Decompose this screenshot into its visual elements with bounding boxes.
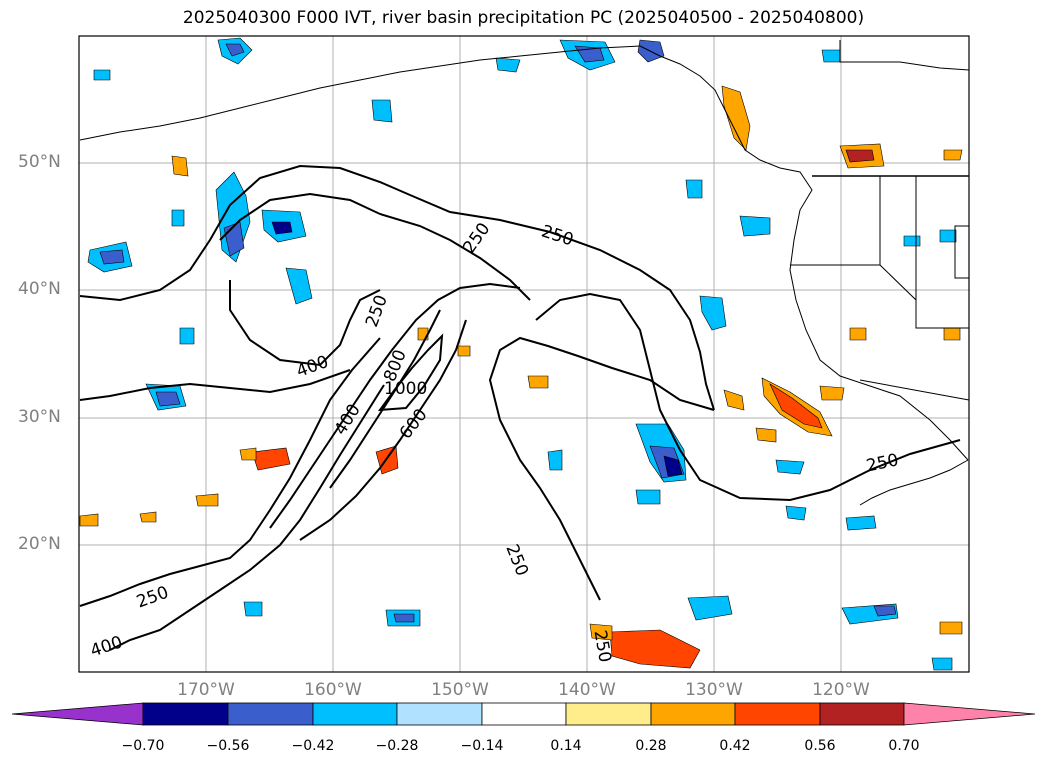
coastlines <box>79 40 970 506</box>
precip-blob <box>769 383 823 429</box>
precip-blob <box>171 155 189 177</box>
precip-blob <box>755 427 777 443</box>
precip-blob <box>155 391 181 407</box>
colorbar-bin <box>481 702 567 726</box>
precip-blob <box>775 459 805 475</box>
lon-label: 130°W <box>685 680 743 700</box>
ivt-contour-400 <box>229 280 381 367</box>
colorbar-bin <box>227 702 314 726</box>
precip-blob <box>251 447 291 471</box>
colorbar-tick-label: −0.28 <box>375 738 419 754</box>
precip-blob <box>635 489 661 505</box>
precip-blob <box>79 513 99 527</box>
lon-label: 140°W <box>558 680 616 700</box>
ivt-contour-600 <box>299 319 467 541</box>
lat-label: 30°N <box>18 407 61 427</box>
precip-blob <box>821 49 841 63</box>
ivt-contour-1000 <box>377 333 444 412</box>
precip-blob <box>943 149 963 161</box>
colorbar-bin <box>312 702 398 726</box>
precip-blob <box>225 43 245 57</box>
lat-label: 40°N <box>18 279 61 299</box>
precip-blob <box>243 601 263 617</box>
precip-blob <box>457 345 471 357</box>
colorbar-extend-left <box>11 702 144 726</box>
ivt-contour-400 <box>219 192 531 301</box>
colorbar-tick-label: −0.42 <box>291 738 335 754</box>
precip-blob <box>589 623 613 641</box>
ivt-contour-600 <box>269 282 521 529</box>
precip-blob <box>687 595 733 621</box>
precip-blob <box>271 221 293 235</box>
ivt-contour-250 <box>79 369 351 401</box>
precip-blob <box>179 327 195 345</box>
ivt-contour-400 <box>109 384 385 651</box>
colorbar <box>11 702 1036 726</box>
ivt-contour-250 <box>535 292 961 502</box>
colorbar-tick-label: 0.14 <box>550 738 582 754</box>
precip-blob <box>739 215 771 237</box>
precip-blob <box>721 85 751 151</box>
lon-label: 160°W <box>304 680 362 700</box>
map-frame <box>78 35 970 673</box>
precip-blob <box>723 389 745 411</box>
colorbar-tick-label: 0.70 <box>888 738 920 754</box>
precip-blob <box>495 57 521 73</box>
precip-blob <box>195 493 219 507</box>
ivt-contour-250 <box>79 164 715 411</box>
lon-label: 120°W <box>812 680 870 700</box>
precip-blob <box>93 69 111 81</box>
ivt-contours <box>79 164 961 651</box>
map-title: 2025040300 F000 IVT, river basin precipi… <box>182 8 865 28</box>
precip-blob <box>943 327 961 341</box>
lat-label: 50°N <box>18 152 61 172</box>
precip-blob <box>819 385 845 401</box>
colorbar-tick-label: 0.42 <box>719 738 751 754</box>
precip-blob <box>609 629 701 669</box>
colorbar-bin <box>396 702 483 726</box>
colorbar-bin <box>650 702 736 726</box>
colorbar-tick-label: −0.70 <box>121 738 165 754</box>
precip-blob <box>393 613 415 623</box>
colorbar-bin <box>734 702 821 726</box>
precip-blob <box>139 511 157 523</box>
lon-label: 150°W <box>431 680 489 700</box>
precip-blob <box>285 267 313 305</box>
colorbar-tick-label: −0.14 <box>460 738 504 754</box>
precip-blob <box>845 149 875 163</box>
precip-blob <box>903 235 921 247</box>
lon-label: 170°W <box>177 680 235 700</box>
ivt-label: 1000 <box>384 379 427 399</box>
colorbar-bin <box>142 702 229 726</box>
precip-blob <box>663 455 683 477</box>
precip-blob <box>849 327 867 341</box>
precip-blob <box>873 605 897 617</box>
precip-blob <box>685 179 703 199</box>
lat-label: 20°N <box>18 534 61 554</box>
precip-blob <box>845 515 877 531</box>
precip-blob <box>527 375 549 389</box>
precip-blob <box>785 505 807 521</box>
colorbar-tick-label: 0.28 <box>635 738 667 754</box>
precip-blob <box>931 657 953 671</box>
colorbar-tick-label: −0.56 <box>206 738 250 754</box>
precip-blob <box>939 229 957 243</box>
precip-blob <box>239 447 257 461</box>
colorbar-extend-right <box>903 702 1036 726</box>
colorbar-bin <box>565 702 652 726</box>
ivt-contour-250 <box>488 336 715 601</box>
precip-blob <box>939 621 963 635</box>
precip-blob <box>99 249 125 265</box>
colorbar-bin <box>819 702 905 726</box>
precip-blob <box>371 99 393 123</box>
precip-blob <box>547 449 563 471</box>
ivt-contour-250 <box>79 337 381 607</box>
colorbar-tick-label: 0.56 <box>804 738 836 754</box>
precip-blob <box>171 209 185 227</box>
precip-blob <box>699 295 727 331</box>
